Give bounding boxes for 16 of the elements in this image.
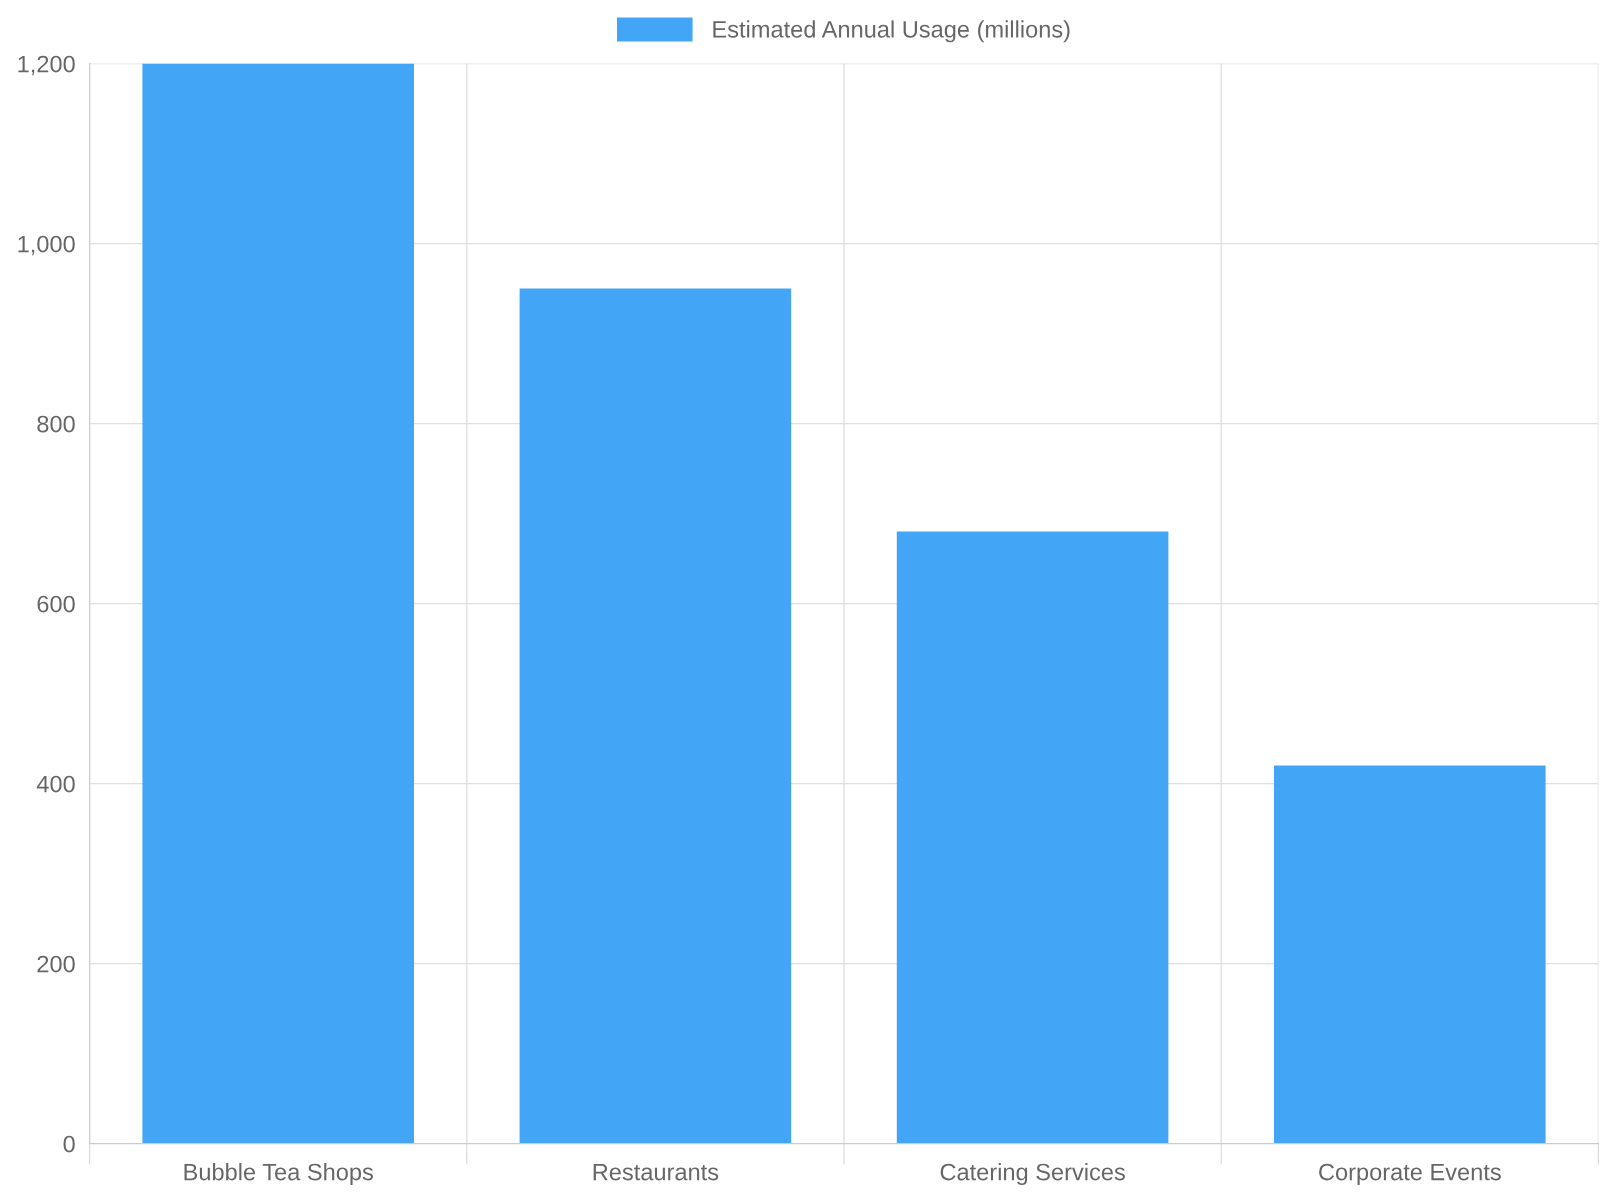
legend-label: Estimated Annual Usage (millions) — [713, 20, 1070, 43]
x-tick-label: Catering Services — [940, 1163, 1125, 1186]
y-tick-label: 600 — [37, 595, 75, 613]
x-tick-label: Corporate Events — [1319, 1163, 1501, 1186]
y-tick-label: 200 — [37, 955, 75, 973]
bar — [896, 531, 1169, 1144]
bar — [142, 63, 414, 1144]
y-tick-label: 1,200 — [18, 55, 75, 76]
y-tick-label: 400 — [36, 775, 75, 793]
y-tick-label: 1,000 — [18, 235, 75, 256]
bar — [1274, 765, 1546, 1144]
x-tick-label: Restaurants — [593, 1163, 719, 1181]
y-tick-label: 0 — [63, 1135, 75, 1153]
bar — [519, 288, 792, 1144]
x-tick-label: Bubble Tea Shops — [184, 1163, 373, 1186]
y-tick-label: 800 — [37, 415, 75, 433]
